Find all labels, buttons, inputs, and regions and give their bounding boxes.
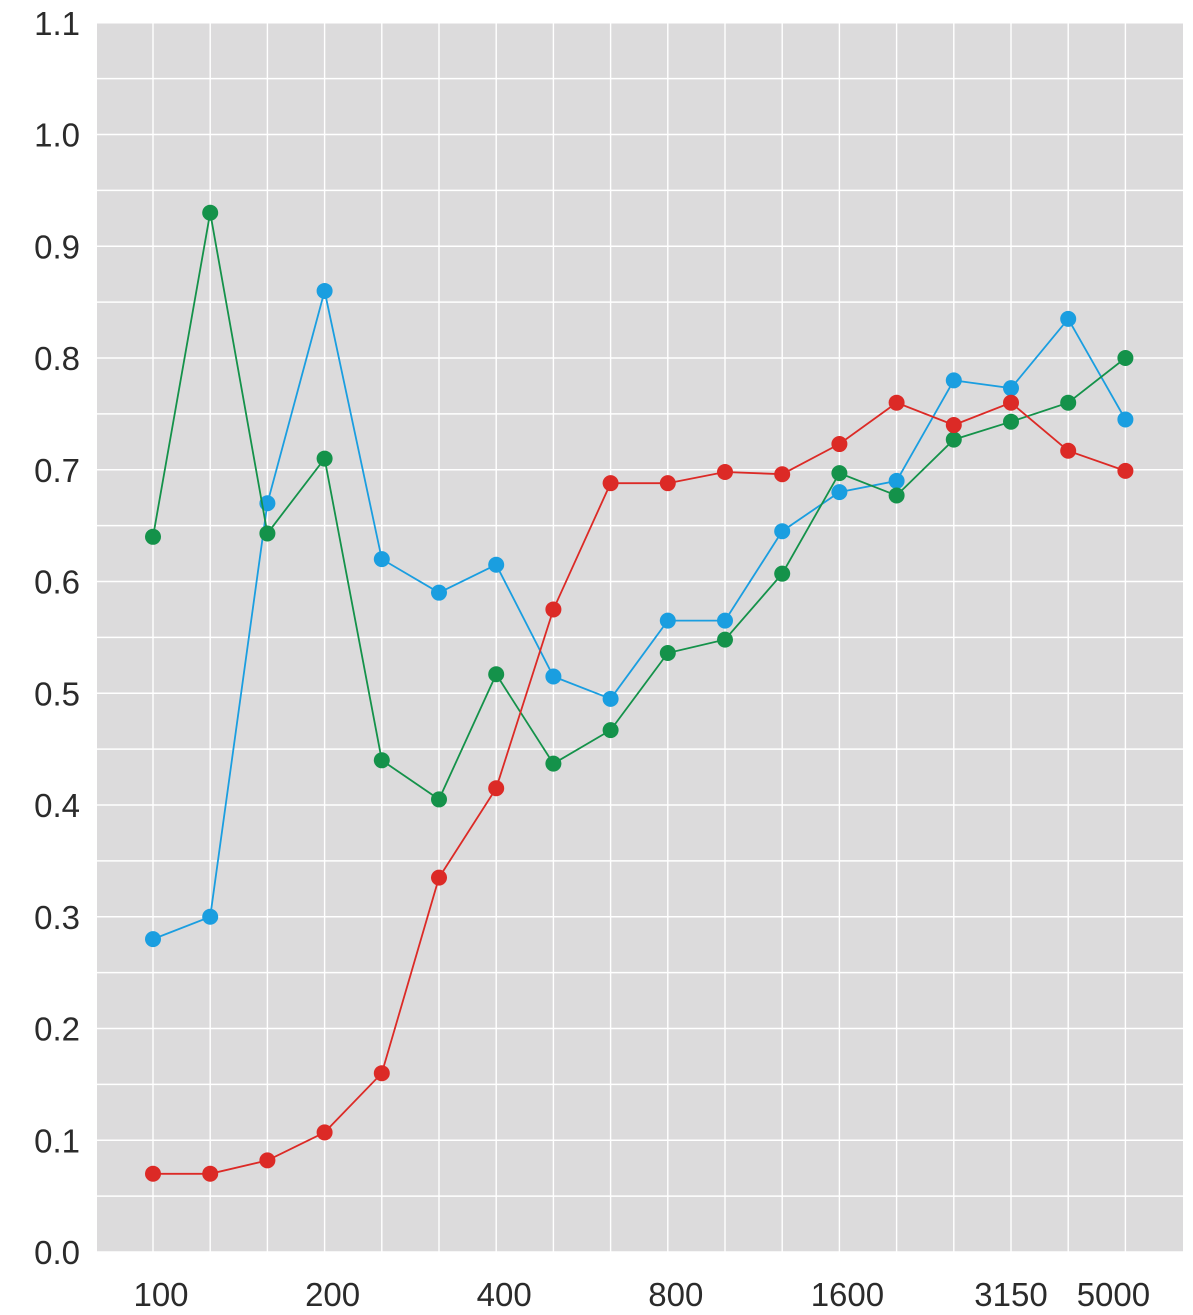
data-point — [717, 612, 733, 629]
y-tick-label: 0.5 — [34, 675, 80, 712]
y-tick-label: 0.9 — [34, 228, 80, 265]
y-tick-label: 0.2 — [34, 1011, 80, 1048]
data-point — [602, 722, 619, 739]
data-point — [259, 525, 276, 542]
x-tick-label: 100 — [133, 1276, 188, 1313]
series-group — [145, 204, 1134, 1182]
data-point — [145, 528, 161, 545]
data-point — [316, 282, 333, 299]
data-point — [717, 463, 733, 480]
data-point — [145, 1165, 161, 1182]
data-point — [602, 475, 619, 492]
y-tick-label: 0.4 — [34, 787, 80, 824]
y-tick-label: 0.7 — [34, 452, 80, 489]
series-2 — [145, 204, 1134, 808]
y-tick-label: 0.3 — [34, 899, 80, 936]
y-tick-label: 0.1 — [34, 1122, 80, 1159]
data-point — [145, 931, 161, 948]
y-tick-label: 0.0 — [34, 1234, 80, 1271]
data-point — [888, 394, 905, 411]
data-point — [831, 465, 848, 482]
y-axis: 0.0 0.1 0.2 0.3 0.4 0.5 0.6 0.7 0.8 0.9 1.0 1.1 — [34, 5, 80, 1271]
series-line — [152, 212, 1126, 801]
data-point — [431, 869, 447, 886]
data-point — [1117, 411, 1134, 428]
data-point — [488, 780, 505, 797]
data-point — [945, 372, 962, 389]
x-tick-label: 1600 — [811, 1276, 884, 1313]
data-point — [202, 1165, 219, 1182]
series-3 — [145, 394, 1134, 1182]
data-point — [659, 612, 676, 629]
series-1 — [145, 282, 1134, 948]
x-tick-label: 200 — [305, 1276, 360, 1313]
data-point — [373, 752, 390, 769]
data-point — [1117, 462, 1134, 479]
x-tick-label: 5000 — [1077, 1276, 1150, 1313]
data-point — [659, 645, 676, 662]
data-point — [831, 484, 848, 501]
data-point — [488, 666, 505, 683]
data-point — [545, 668, 562, 685]
y-tick-label: 0.8 — [34, 340, 80, 377]
data-point — [774, 466, 791, 483]
data-point — [431, 584, 447, 601]
data-point — [1060, 394, 1077, 411]
data-point — [373, 551, 390, 568]
y-tick-label: 1.1 — [34, 5, 80, 42]
data-point — [888, 472, 905, 489]
series-line — [152, 290, 1127, 940]
data-point — [774, 523, 791, 540]
x-tick-label: 400 — [477, 1276, 532, 1313]
x-axis: 100 200 400 800 1600 3150 5000 — [133, 1276, 1150, 1313]
x-tick-label: 800 — [648, 1276, 703, 1313]
data-point — [1060, 442, 1077, 459]
data-point — [602, 690, 619, 707]
data-point — [945, 431, 962, 448]
data-point — [488, 556, 505, 573]
data-point — [1003, 413, 1019, 430]
series-line — [153, 401, 1126, 1175]
data-point — [545, 755, 562, 772]
data-point — [373, 1065, 390, 1082]
data-point — [1060, 310, 1077, 327]
data-point — [1003, 394, 1019, 411]
data-point — [316, 1124, 333, 1141]
x-tick-label: 3150 — [974, 1276, 1047, 1313]
data-point — [545, 601, 562, 618]
data-point — [259, 1152, 276, 1169]
data-point — [945, 417, 962, 434]
data-point — [202, 908, 219, 925]
data-point — [888, 487, 905, 504]
data-point — [316, 450, 333, 467]
data-point — [1117, 350, 1134, 366]
data-point — [717, 631, 733, 648]
data-point — [202, 204, 219, 221]
data-point — [774, 565, 791, 582]
data-point — [431, 791, 447, 808]
data-point — [831, 436, 848, 453]
data-point — [659, 475, 676, 492]
data-point — [1003, 380, 1019, 397]
y-tick-label: 1.0 — [34, 117, 80, 154]
y-tick-label: 0.6 — [34, 564, 80, 601]
